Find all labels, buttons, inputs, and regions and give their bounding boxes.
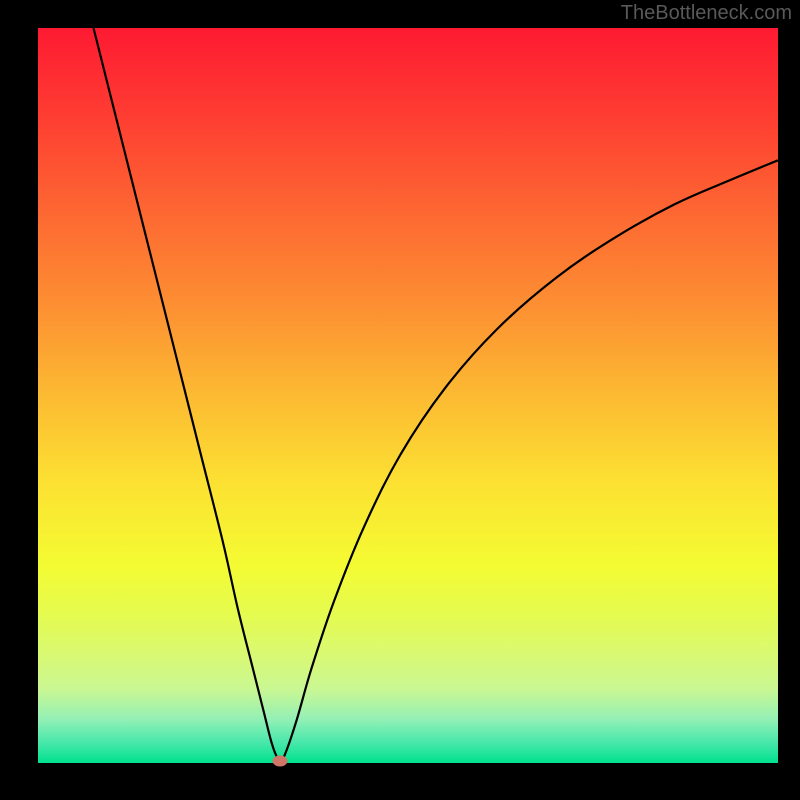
- bottleneck-curve: [38, 28, 778, 763]
- optimal-point-marker: [272, 755, 287, 766]
- chart-plot-area: [38, 28, 778, 763]
- watermark-text: TheBottleneck.com: [621, 2, 792, 25]
